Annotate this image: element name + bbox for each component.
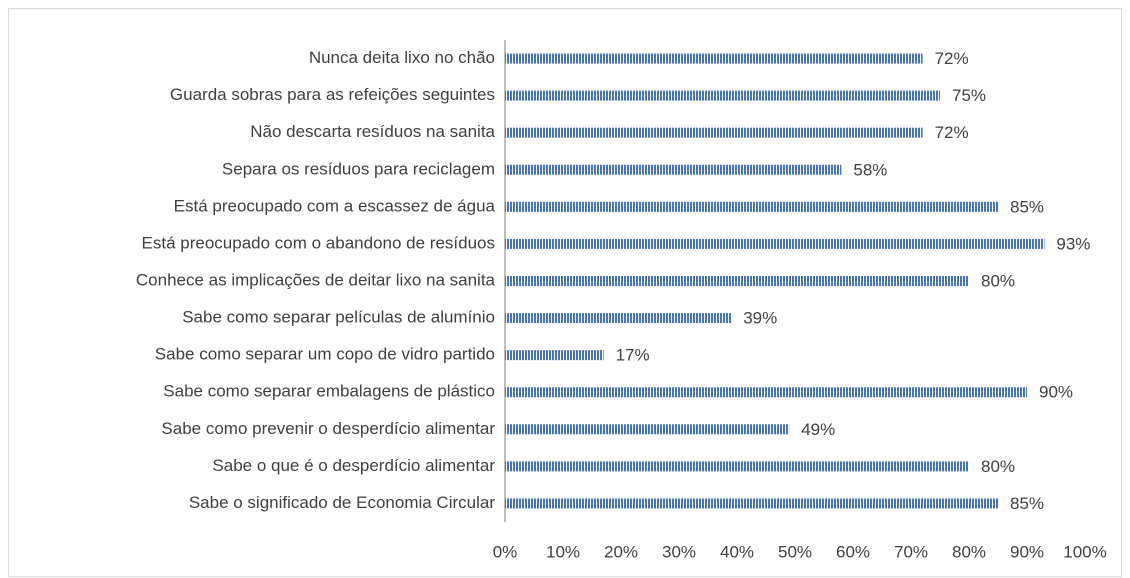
- y-tick-label: Sabe como separar embalagens de plástico: [163, 382, 495, 401]
- y-tick-label: Guarda sobras para as refeições seguinte…: [170, 85, 495, 104]
- bar: [505, 53, 923, 64]
- y-tick-label: Separa os resíduos para reciclagem: [222, 159, 495, 178]
- x-tick-label: 90%: [1010, 542, 1044, 561]
- chart-frame: [8, 8, 1122, 577]
- value-label: 90%: [1039, 383, 1073, 402]
- bar: [505, 498, 998, 509]
- y-tick-label: Sabe como separar um copo de vidro parti…: [155, 345, 495, 364]
- x-tick-label: 100%: [1063, 542, 1106, 561]
- x-tick-label: 30%: [662, 542, 696, 561]
- bar: [505, 90, 940, 101]
- value-label: 93%: [1056, 234, 1090, 253]
- value-label: 80%: [981, 457, 1015, 476]
- bar: [505, 238, 1045, 249]
- value-label: 72%: [935, 123, 969, 142]
- value-label: 58%: [853, 160, 887, 179]
- value-label: 39%: [743, 309, 777, 328]
- value-label: 17%: [616, 346, 650, 365]
- y-tick-label: Nunca deita lixo no chão: [309, 48, 495, 67]
- x-tick-label: 40%: [720, 542, 754, 561]
- bar: [505, 350, 604, 361]
- value-label: 85%: [1010, 494, 1044, 513]
- value-label: 80%: [981, 271, 1015, 290]
- value-label: 75%: [952, 86, 986, 105]
- bar: [505, 461, 969, 472]
- bar: [505, 313, 732, 324]
- y-tick-label: Sabe o significado de Economia Circular: [189, 493, 496, 512]
- bar: [505, 424, 790, 435]
- y-tick-label: Não descarta resíduos na sanita: [250, 122, 495, 141]
- x-tick-label: 0%: [493, 542, 518, 561]
- y-tick-label: Está preocupado com a escassez de água: [174, 196, 496, 215]
- x-tick-label: 10%: [546, 542, 580, 561]
- bar: [505, 127, 923, 138]
- bar: [505, 276, 969, 286]
- x-tick-label: 60%: [836, 542, 870, 561]
- bar: [505, 387, 1027, 398]
- y-tick-label: Sabe como separar películas de alumínio: [182, 308, 495, 327]
- y-tick-label: Está preocupado com o abandono de resídu…: [142, 233, 495, 252]
- value-label: 49%: [801, 420, 835, 439]
- x-tick-label: 70%: [894, 542, 928, 561]
- value-label: 85%: [1010, 197, 1044, 216]
- bar: [505, 201, 998, 212]
- y-tick-label: Sabe como prevenir o desperdício aliment…: [161, 419, 495, 438]
- x-tick-label: 20%: [604, 542, 638, 561]
- y-tick-label: Conhece as implicações de deitar lixo na…: [136, 270, 496, 289]
- x-tick-label: 50%: [778, 542, 812, 561]
- bar: [505, 164, 842, 175]
- x-tick-label: 80%: [952, 542, 986, 561]
- y-tick-label: Sabe o que é o desperdício alimentar: [212, 456, 495, 475]
- value-label: 72%: [935, 49, 969, 68]
